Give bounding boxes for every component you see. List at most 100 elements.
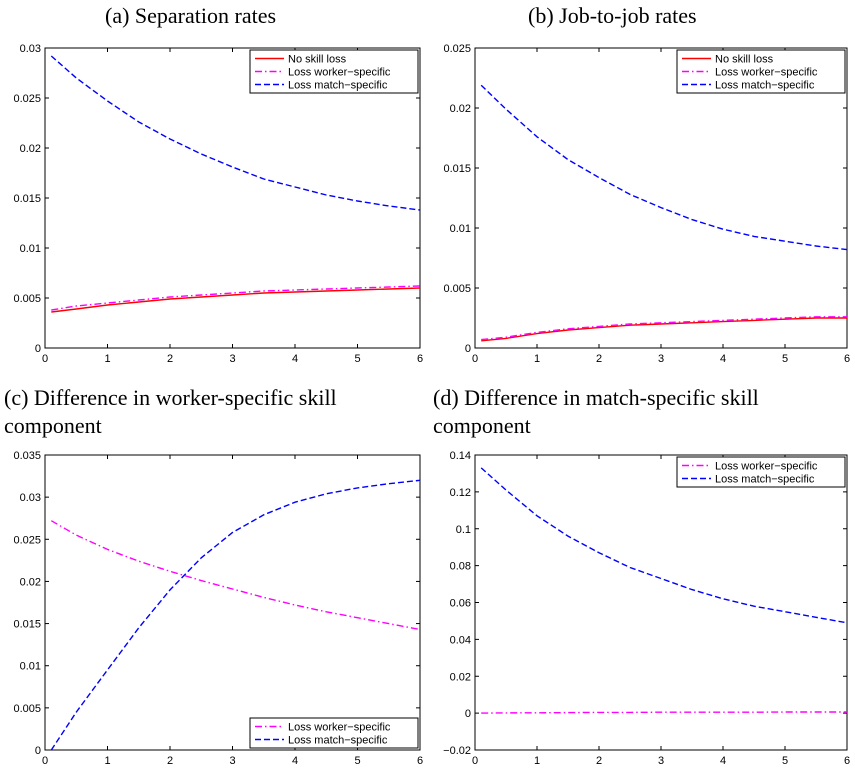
legend-box xyxy=(249,717,419,749)
x-tick-label: 2 xyxy=(596,755,602,767)
x-tick-label: 5 xyxy=(354,755,360,767)
legend-label: Loss match−specific xyxy=(715,474,815,486)
x-tick-label: 5 xyxy=(782,755,788,767)
x-tick-label: 4 xyxy=(720,353,726,365)
series-line xyxy=(50,520,421,631)
x-tick-label: 2 xyxy=(167,755,173,767)
panel-match-specific-difference: (d) Difference in match-specific skill c… xyxy=(430,380,855,769)
x-tick-label: 4 xyxy=(292,353,298,365)
y-tick-label: 0.035 xyxy=(13,450,41,462)
y-tick-label: 0.03 xyxy=(20,492,41,504)
y-tick-label: 0.005 xyxy=(13,293,41,305)
y-tick-label: 0.01 xyxy=(450,223,471,235)
y-tick-label: −0.02 xyxy=(443,745,471,757)
y-tick-label: 0.14 xyxy=(450,450,471,462)
plot-area xyxy=(44,454,421,751)
x-tick-label: 4 xyxy=(292,755,298,767)
x-tick-label: 0 xyxy=(472,755,478,767)
x-tick-label: 6 xyxy=(844,755,850,767)
x-tick-label: 1 xyxy=(534,353,540,365)
series-line xyxy=(480,467,848,624)
y-tick-label: 0.015 xyxy=(13,619,41,631)
series-line xyxy=(50,55,421,211)
y-tick-label: 0.02 xyxy=(450,671,471,683)
chart-title: (d) Difference in match-specific skill c… xyxy=(433,384,759,439)
y-tick-label: 0.025 xyxy=(13,534,41,546)
legend-label: Loss worker−specific xyxy=(715,461,818,473)
x-tick-label: 1 xyxy=(104,755,110,767)
x-tick-label: 5 xyxy=(782,353,788,365)
y-tick-label: 0.005 xyxy=(13,703,41,715)
series-line xyxy=(481,317,847,342)
legend-box xyxy=(249,49,419,94)
panel-worker-specific-difference: (c) Difference in worker-specific skill … xyxy=(0,380,430,769)
legend-label: Loss worker−specific xyxy=(715,67,818,79)
legend-label: Loss match−specific xyxy=(288,80,388,92)
x-tick-label: 0 xyxy=(42,755,48,767)
chart-title: (a) Separation rates xyxy=(105,3,277,28)
legend-label: No skill loss xyxy=(715,54,774,66)
chart-title-line: component xyxy=(433,412,531,438)
y-tick-label: 0.01 xyxy=(20,661,41,673)
panel-job-to-job-rates: (b) Job-to-job rates 0 1 2 3 4 5 6 0 0.005 0.01 0.… xyxy=(430,0,855,380)
chart-title: (b) Job-to-job rates xyxy=(528,3,697,28)
y-tick-label: 0.02 xyxy=(20,576,41,588)
x-tick-label: 4 xyxy=(720,755,726,767)
x-tick-label: 1 xyxy=(534,755,540,767)
y-tick-label: 0.1 xyxy=(456,524,471,536)
legend-box xyxy=(676,49,846,94)
legend-label: No skill loss xyxy=(288,54,347,66)
y-tick-label: 0.04 xyxy=(450,634,471,646)
x-tick-label: 1 xyxy=(104,353,110,365)
plot-area xyxy=(44,47,421,349)
y-tick-label: 0.025 xyxy=(443,43,471,55)
x-tick-label: 6 xyxy=(417,755,423,767)
y-tick-label: 0.02 xyxy=(20,143,41,155)
series-line xyxy=(480,84,848,251)
y-tick-label: 0.025 xyxy=(13,93,41,105)
y-tick-label: 0.12 xyxy=(450,487,471,499)
series-line xyxy=(51,285,421,311)
y-tick-label: 0 xyxy=(35,343,41,355)
chart-title-line: (d) Difference in match-specific skill xyxy=(433,385,759,410)
y-tick-label: 0 xyxy=(465,708,471,720)
y-tick-label: 0.01 xyxy=(20,243,41,255)
x-tick-label: 0 xyxy=(42,353,48,365)
x-tick-label: 2 xyxy=(596,353,602,365)
series-line xyxy=(481,316,847,341)
chart-title-line: component xyxy=(4,412,102,438)
legend-box xyxy=(676,456,846,488)
chart-title: (c) Difference in worker-specific skill … xyxy=(4,384,337,439)
y-tick-label: 0.08 xyxy=(450,561,471,573)
y-tick-label: 0 xyxy=(35,745,41,757)
x-tick-label: 3 xyxy=(229,353,235,365)
x-tick-label: 6 xyxy=(417,353,423,365)
legend-label: Loss worker−specific xyxy=(288,67,391,79)
series-line xyxy=(481,711,847,714)
plot-area xyxy=(474,454,848,751)
legend-label: Loss match−specific xyxy=(288,735,388,747)
x-tick-label: 3 xyxy=(229,755,235,767)
y-tick-label: 0.03 xyxy=(20,43,41,55)
panel-separation-rates: (a) Separation rates 0 1 2 3 4 5 6 0 0.005 0.01 0.… xyxy=(0,0,430,380)
legend-label: Loss match−specific xyxy=(715,80,815,92)
y-tick-label: 0.015 xyxy=(443,163,471,175)
x-tick-label: 2 xyxy=(167,353,173,365)
y-tick-label: 0.02 xyxy=(450,103,471,115)
y-tick-label: 0.06 xyxy=(450,598,471,610)
series-line xyxy=(50,479,421,751)
plot-area xyxy=(474,47,848,349)
chart-title-line: (c) Difference in worker-specific skill xyxy=(4,385,337,410)
x-tick-label: 6 xyxy=(844,353,850,365)
x-tick-label: 5 xyxy=(354,353,360,365)
y-tick-label: 0 xyxy=(465,343,471,355)
y-tick-label: 0.015 xyxy=(13,193,41,205)
